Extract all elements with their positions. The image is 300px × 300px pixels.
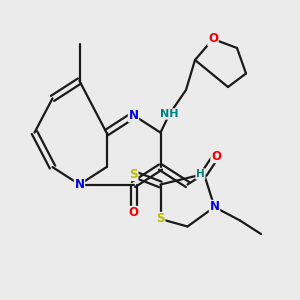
Text: O: O — [208, 32, 218, 46]
Text: S: S — [129, 167, 138, 181]
Text: N: N — [74, 178, 85, 191]
Text: H: H — [196, 169, 205, 179]
Text: NH: NH — [160, 109, 179, 119]
Text: O: O — [211, 149, 221, 163]
Text: S: S — [156, 212, 165, 226]
Text: N: N — [209, 200, 220, 214]
Text: O: O — [128, 206, 139, 220]
Text: N: N — [128, 109, 139, 122]
